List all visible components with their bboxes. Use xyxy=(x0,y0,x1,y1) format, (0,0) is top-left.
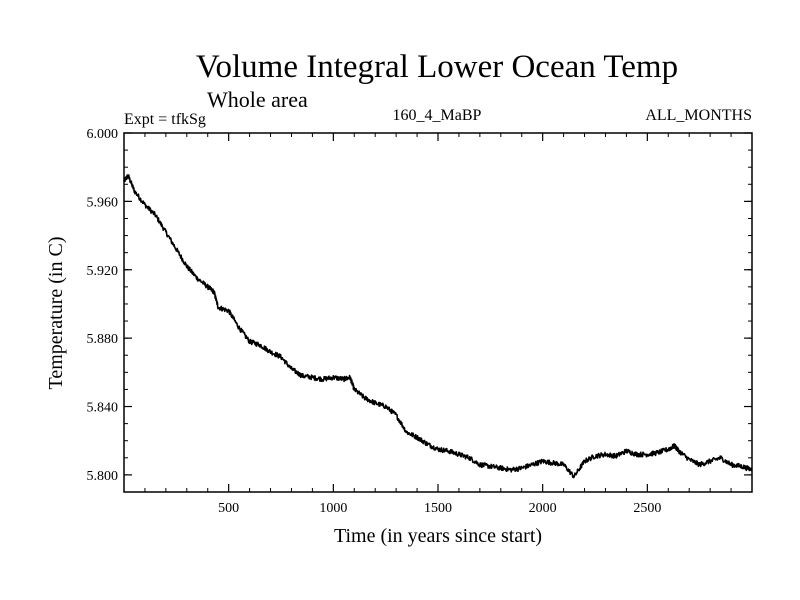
x-tick-label: 2000 xyxy=(529,501,557,516)
y-axis-ticks: 5.800 5.840 5.880 5.920 5.960 6.000 xyxy=(87,127,752,493)
x-tick-label: 1000 xyxy=(319,501,347,516)
plot-frame xyxy=(123,132,753,493)
y-tick-label: 5.960 xyxy=(87,195,119,210)
x-tick-label: 500 xyxy=(218,501,239,516)
y-tick-label: 5.880 xyxy=(87,332,119,347)
y-axis-label: Temperature (in C) xyxy=(45,237,67,390)
y-tick-label: 5.800 xyxy=(87,469,119,484)
x-tick-label: 1500 xyxy=(424,501,452,516)
right-label: ALL_MONTHS xyxy=(645,107,752,124)
chart-subtitle: Whole area xyxy=(207,87,308,112)
chart-title: Volume Integral Lower Ocean Temp xyxy=(196,49,678,85)
series-line xyxy=(123,174,753,479)
y-tick-label: 5.840 xyxy=(87,401,119,416)
y-tick-label: 6.000 xyxy=(87,127,119,142)
x-axis-label: Time (in years since start) xyxy=(334,525,542,547)
x-axis-ticks: 500 1000 1500 2000 2500 xyxy=(144,133,732,516)
center-label: 160_4_MaBP xyxy=(393,107,482,124)
x-tick-label: 2500 xyxy=(633,501,661,516)
experiment-label: Expt = tfkSg xyxy=(124,111,206,128)
y-tick-label: 5.920 xyxy=(87,264,119,279)
series-layer xyxy=(123,174,753,479)
